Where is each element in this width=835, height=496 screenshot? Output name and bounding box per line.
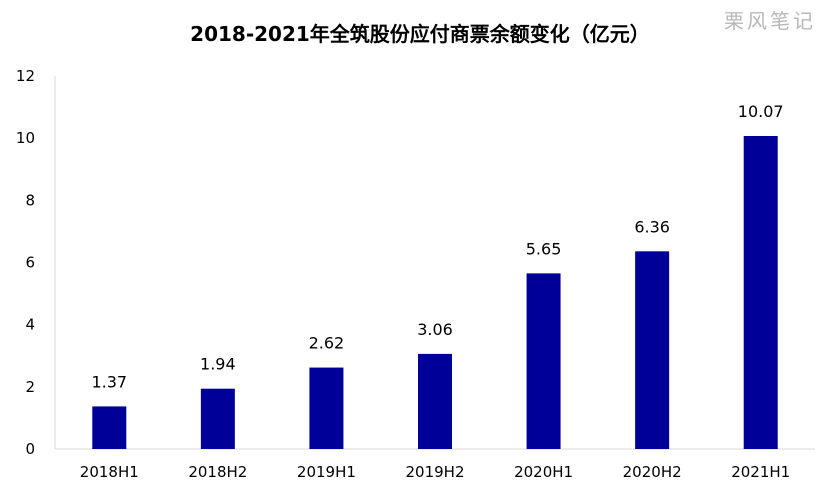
- chart-title: 2018-2021年全筑股份应付商票余额变化（亿元）: [190, 22, 650, 46]
- watermark: 栗风笔记: [724, 9, 816, 33]
- y-axis-ticks: 0 2 4 6 8 10 12: [16, 67, 35, 458]
- y-tick-label: 12: [16, 67, 35, 85]
- data-label: 1.94: [200, 355, 236, 374]
- bar-2019H2: [418, 353, 452, 449]
- data-label: 1.37: [91, 372, 127, 391]
- data-label: 5.65: [526, 239, 562, 258]
- bar-2018H2: [200, 388, 235, 449]
- bar-2020H1: [526, 273, 561, 449]
- x-axis-ticks: 2018H1 2018H2 2019H1 2019H2 2020H1 2020H2 2021…: [80, 463, 790, 481]
- data-label: 3.06: [417, 320, 453, 339]
- data-label: 2.62: [309, 334, 345, 353]
- y-tick-label: 2: [25, 378, 35, 396]
- x-tick-label: 2019H1: [297, 463, 356, 481]
- bars: [92, 135, 778, 449]
- data-labels: 1.37 1.94 2.62 3.06 5.65 6.36 10.07: [91, 102, 783, 391]
- x-tick-label: 2019H2: [406, 463, 465, 481]
- y-tick-label: 4: [25, 316, 35, 334]
- y-tick-label: 6: [25, 254, 35, 272]
- x-tick-label: 2021H1: [731, 463, 790, 481]
- x-tick-label: 2020H2: [623, 463, 682, 481]
- x-tick-label: 2020H1: [514, 463, 573, 481]
- x-tick-label: 2018H1: [80, 463, 139, 481]
- bar-2019H1: [309, 367, 344, 449]
- data-label: 10.07: [738, 102, 784, 121]
- y-tick-label: 8: [25, 191, 35, 209]
- y-tick-label: 0: [25, 440, 35, 458]
- bar-2021H1: [743, 135, 778, 449]
- bar-2018H1: [92, 406, 127, 449]
- bar-2020H2: [635, 251, 670, 449]
- data-label: 6.36: [634, 217, 670, 236]
- x-tick-label: 2018H2: [188, 463, 247, 481]
- y-tick-label: 10: [16, 129, 35, 147]
